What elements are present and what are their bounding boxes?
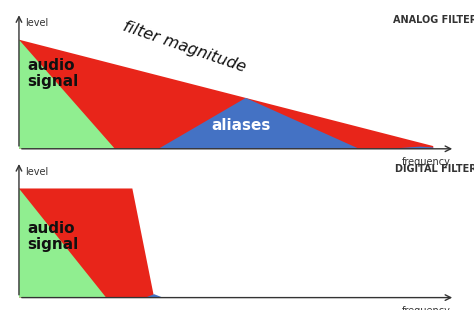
Text: level: level — [26, 167, 49, 177]
Text: frequency: frequency — [402, 157, 451, 167]
Text: frequency: frequency — [402, 306, 451, 310]
Text: ANALOG FILTER: ANALOG FILTER — [392, 15, 474, 25]
Text: level: level — [26, 18, 49, 28]
Text: aliases: aliases — [212, 118, 271, 133]
Polygon shape — [390, 147, 433, 149]
Text: filter magnitude: filter magnitude — [121, 18, 248, 75]
Polygon shape — [146, 294, 163, 298]
Polygon shape — [19, 40, 115, 149]
Polygon shape — [158, 98, 359, 149]
Polygon shape — [19, 40, 433, 149]
Polygon shape — [19, 188, 106, 298]
Text: audio
signal: audio signal — [27, 58, 79, 89]
Text: DIGITAL FILTER: DIGITAL FILTER — [395, 164, 474, 174]
Polygon shape — [19, 188, 154, 298]
Text: audio
signal: audio signal — [27, 221, 79, 252]
